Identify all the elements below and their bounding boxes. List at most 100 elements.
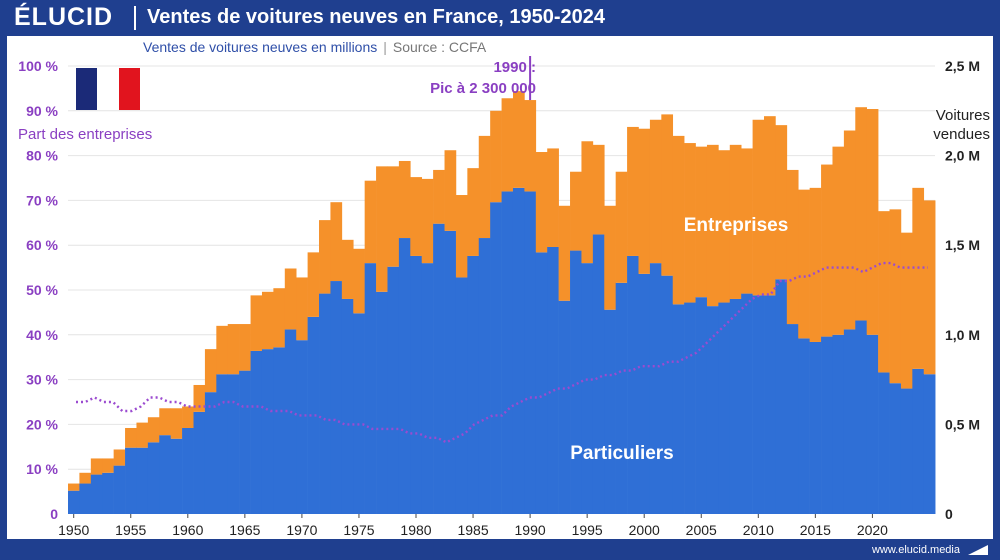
bar-particuliers <box>353 313 365 514</box>
bar-particuliers <box>889 383 902 514</box>
right-axis-tick-label: 2,0 M <box>945 148 980 164</box>
x-axis-tick-label: 1995 <box>572 522 603 538</box>
bar-particuliers <box>672 304 685 514</box>
bar-entreprises <box>341 239 354 299</box>
bar-entreprises <box>524 100 537 192</box>
bar-particuliers <box>535 252 548 515</box>
x-axis-tick-label: 2000 <box>629 522 660 538</box>
bar-entreprises <box>615 171 628 283</box>
bar-entreprises <box>855 107 867 321</box>
bar-entreprises <box>661 114 674 276</box>
bar-entreprises <box>170 408 183 439</box>
left-axis-tick-label: 30 % <box>26 372 58 388</box>
bar-particuliers <box>239 370 251 514</box>
bar-entreprises <box>136 422 149 448</box>
bar-entreprises <box>376 166 388 292</box>
bar-particuliers <box>467 255 480 514</box>
bar-particuliers <box>79 483 92 514</box>
flag-stripe <box>76 68 97 110</box>
footer-url: www.elucid.media <box>871 544 960 556</box>
bar-entreprises <box>353 248 365 314</box>
bar-entreprises <box>455 195 468 278</box>
chart-subtitle: Ventes de voitures neuves en millions | So… <box>143 39 486 55</box>
bar-entreprises <box>775 125 788 280</box>
left-axis-tick-label: 70 % <box>26 192 58 208</box>
bar-particuliers <box>455 277 468 514</box>
x-axis-tick-label: 1960 <box>172 522 203 538</box>
bar-entreprises <box>239 324 251 371</box>
bar-entreprises <box>684 143 696 303</box>
right-axis-tick-label: 0,5 M <box>945 416 980 432</box>
bar-entreprises <box>467 168 480 256</box>
bar-entreprises <box>535 152 548 253</box>
bar-particuliers <box>216 374 229 514</box>
bar-particuliers <box>684 302 696 514</box>
bar-entreprises <box>102 458 114 473</box>
elucid-logo: ÉLUCID <box>14 3 114 31</box>
x-axis-tick-label: 1980 <box>400 522 431 538</box>
bar-particuliers <box>296 340 308 514</box>
x-axis-tick-label: 2005 <box>686 522 717 538</box>
bar-entreprises <box>273 288 286 348</box>
bar-entreprises <box>592 144 605 235</box>
left-axis-tick-label: 40 % <box>26 327 58 343</box>
bar-entreprises <box>809 187 822 342</box>
bar-particuliers <box>843 329 856 514</box>
bar-entreprises <box>113 449 126 466</box>
bar-entreprises <box>821 164 833 337</box>
header-separator <box>134 6 136 30</box>
bar-entreprises <box>649 119 662 264</box>
bar-entreprises <box>490 110 502 203</box>
bar-particuliers <box>775 279 788 514</box>
right-axis-tick-label: 2,5 M <box>945 58 980 74</box>
bar-entreprises <box>147 417 160 443</box>
bar-entreprises <box>843 130 856 330</box>
flag-stripe <box>119 68 140 110</box>
x-axis-tick-label: 1975 <box>343 522 374 538</box>
bar-particuliers <box>113 465 126 514</box>
bar-entreprises <box>558 205 571 301</box>
footer-logo-mark <box>968 545 988 555</box>
bar-entreprises <box>182 406 194 428</box>
bar-particuliers <box>319 293 331 514</box>
bar-entreprises <box>125 427 137 448</box>
bar-entreprises <box>604 205 616 310</box>
bar-particuliers <box>729 298 742 514</box>
bar-particuliers <box>900 388 913 514</box>
bar-particuliers <box>273 347 286 514</box>
bar-particuliers <box>592 234 605 514</box>
bar-entreprises <box>570 171 582 251</box>
bar-entreprises <box>878 211 890 373</box>
bar-particuliers <box>615 282 628 514</box>
bar-entreprises <box>398 160 411 239</box>
bar-particuliers <box>821 336 833 514</box>
header-bar: ÉLUCID Ventes de voitures neuves en Fran… <box>0 0 1000 36</box>
bar-particuliers <box>878 372 890 514</box>
bar-entreprises <box>410 177 423 256</box>
flag-stripe <box>97 68 119 110</box>
right-axis-title-line: Voitures <box>936 107 990 124</box>
bar-entreprises <box>581 141 594 264</box>
bar-particuliers <box>855 320 867 514</box>
bar-particuliers <box>364 263 377 514</box>
bar-entreprises <box>741 148 753 294</box>
bar-particuliers <box>570 250 582 515</box>
bar-particuliers <box>182 427 194 514</box>
bar-particuliers <box>923 374 936 514</box>
bar-particuliers <box>866 334 879 514</box>
right-axis-tick-label: 1,0 M <box>945 327 980 343</box>
france-flag <box>76 68 140 110</box>
bar-entreprises <box>433 169 445 224</box>
bar-particuliers <box>512 187 525 514</box>
bar-entreprises <box>889 209 902 384</box>
bar-entreprises <box>284 268 297 330</box>
peak-annotation-value: Pic à 2 300 000 <box>430 80 536 97</box>
bar-particuliers <box>68 490 80 514</box>
right-axis-tick-label: 1,5 M <box>945 237 980 253</box>
bar-particuliers <box>604 309 616 514</box>
x-axis-tick-label: 2020 <box>857 522 888 538</box>
bar-particuliers <box>102 472 114 514</box>
x-axis-tick-label: 2010 <box>743 522 774 538</box>
bar-entreprises <box>627 126 639 256</box>
bar-particuliers <box>832 334 845 514</box>
